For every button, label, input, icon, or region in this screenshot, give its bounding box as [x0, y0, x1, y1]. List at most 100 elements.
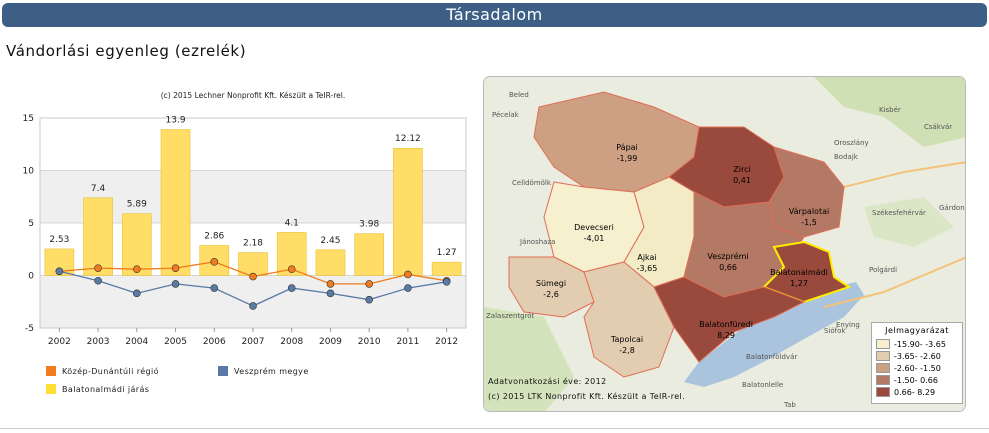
region-balatonalmadi[interactable] [762, 240, 852, 304]
x-tick-label: 2005 [164, 337, 187, 347]
bar-value-label: 2.86 [204, 231, 224, 241]
bottom-divider [0, 428, 989, 429]
chart-svg: (c) 2015 Lechner Nonprofit Kft. Készült … [23, 91, 467, 347]
region-value: -1,99 [617, 154, 638, 163]
map-credit: (c) 2015 LTK Nonprofit Kft. Készült a Te… [488, 392, 686, 401]
bar [431, 261, 462, 276]
region-label: Zirci [733, 165, 750, 174]
district-map[interactable]: Pápai -1,99 Zirci 0,41 Várpalotai -1,5 D… [484, 77, 966, 412]
region-label: Devecseri [574, 223, 614, 232]
map-legend-label: 0.66- 8.29 [894, 387, 936, 397]
bar-value-label: 13.9 [166, 116, 186, 126]
y-tick-label: 5 [28, 219, 34, 229]
x-tick-label: 2002 [48, 337, 71, 347]
place-label: Enying [836, 321, 860, 329]
legend-county[interactable]: Veszprém megye [218, 366, 309, 376]
bar-value-label: 2.18 [243, 239, 263, 249]
series-point [94, 276, 102, 285]
place-label: Székesfehérvár [872, 209, 926, 217]
place-label: Kisbér [879, 106, 901, 114]
legend-region-label: Közép-Dunántúli régió [62, 366, 159, 376]
series-point [249, 272, 257, 281]
bar [83, 197, 113, 276]
place-label: Polgárdi [869, 266, 897, 274]
series-point [287, 284, 296, 292]
series-point [55, 267, 64, 276]
legend-district[interactable]: Balatonalmádi járás [46, 384, 149, 394]
forest-area [814, 77, 965, 147]
region-value: -3,65 [637, 264, 658, 273]
map-panel[interactable]: Pápai -1,99 Zirci 0,41 Várpalotai -1,5 D… [483, 76, 966, 412]
bar-value-label: 12.12 [395, 134, 421, 144]
x-tick-label: 2010 [358, 337, 381, 347]
series-point [171, 264, 180, 272]
y-tick-label: 10 [23, 167, 35, 177]
region-label: Tapolcai [610, 335, 643, 344]
series-point [404, 270, 412, 279]
map-legend-row: 0.66- 8.29 [876, 386, 958, 398]
region-label: Balatonalmádi [770, 268, 828, 277]
x-tick-label: 2012 [435, 337, 458, 347]
bar-value-label: 2.53 [49, 235, 69, 245]
map-legend-swatch [876, 339, 890, 349]
legend-county-label: Veszprém megye [234, 366, 309, 376]
region-label: Sümegi [536, 279, 566, 288]
region-label: Várpalotai [789, 207, 829, 216]
place-label: Celldömölk [512, 179, 552, 187]
place-label: Oroszlány [834, 139, 869, 147]
map-legend-label: -2.60- -1.50 [894, 363, 941, 373]
forest-area [864, 197, 954, 247]
place-label: Bodajk [834, 153, 859, 161]
region-value: 8,29 [717, 331, 735, 340]
place-label: Csákvár [924, 123, 952, 131]
y-tick-label: -5 [25, 324, 34, 334]
road [823, 256, 965, 308]
header-title: Társadalom [446, 5, 543, 24]
series-point [404, 284, 412, 292]
lake-balaton [684, 282, 864, 387]
legend-district-swatch [46, 384, 56, 394]
place-label: Tab [783, 401, 796, 409]
place-label: Balatonföldvár [746, 353, 797, 361]
series-point [249, 302, 257, 310]
series-point [94, 264, 102, 272]
legend-region[interactable]: Közép-Dunántúli régió [46, 366, 159, 376]
series-point [210, 284, 219, 292]
region-label: Veszprémi [707, 251, 748, 261]
forest-area [484, 307, 574, 411]
grid-band [40, 275, 466, 328]
legend-county-swatch [218, 366, 228, 376]
bar-value-label: 4.1 [285, 218, 299, 228]
bar [315, 249, 346, 276]
map-legend-row: -2.60- -1.50 [876, 362, 958, 374]
region-label: Ajkai [637, 253, 656, 262]
place-label: Siófok [824, 327, 846, 335]
series-point [326, 289, 335, 298]
chart-subtitle: (c) 2015 Lechner Nonprofit Kft. Készült … [161, 91, 346, 100]
bar-value-label: 3.98 [359, 220, 379, 230]
map-legend-label: -1.50- 0.66 [894, 375, 938, 385]
x-tick-label: 2009 [319, 337, 342, 347]
region-tapolcai[interactable] [583, 261, 675, 378]
region-balatonfuredi[interactable] [653, 276, 806, 363]
region-value: -2,8 [619, 346, 635, 355]
map-legend-swatch [876, 363, 890, 373]
place-label: Zalaszentgrót [486, 312, 535, 320]
bar-value-label: 7.4 [91, 184, 106, 194]
bar-value-label: 5.89 [127, 200, 147, 210]
series-point [171, 280, 180, 288]
series-point [287, 265, 296, 273]
map-legend-title: Jelmagyarázat [885, 326, 949, 335]
section-title: Vándorlási egyenleg (ezrelék) [6, 42, 247, 60]
region-value: -4,01 [584, 234, 605, 243]
map-legend-row: -1.50- 0.66 [876, 374, 958, 386]
place-label: Pécelak [492, 111, 520, 119]
place-label: Balatonlelle [742, 381, 783, 389]
x-tick-label: 2004 [125, 337, 148, 347]
x-tick-label: 2007 [242, 337, 265, 347]
legend-region-swatch [46, 366, 56, 376]
bar [393, 147, 423, 276]
region-sumegi[interactable] [508, 256, 595, 318]
region-label: Balatonfüredi [699, 320, 753, 329]
series-point [365, 295, 373, 304]
